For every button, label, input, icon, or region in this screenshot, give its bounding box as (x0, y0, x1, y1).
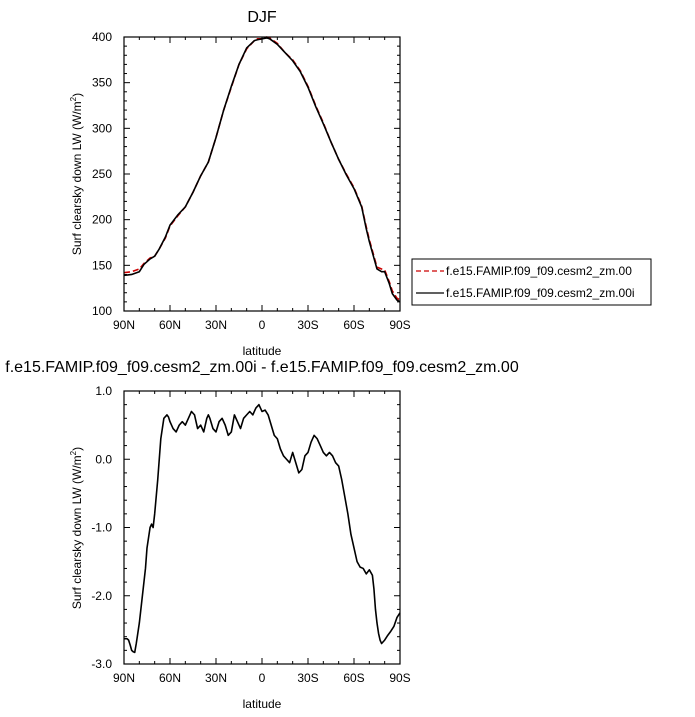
top-panel: DJF 90N 60N 30N 0 30S 60S 90S 100 150 200 250 300 35… (69, 9, 652, 358)
top-y-tick-label: 150 (92, 258, 112, 272)
top-x-tick-label: 30S (297, 318, 318, 332)
top-y-tick-label: 200 (92, 213, 112, 227)
top-x-tick-label: 60S (343, 318, 364, 332)
bottom-x-axis-label: latitude (243, 697, 282, 711)
bottom-y-tick-label: 0.0 (95, 452, 112, 466)
bottom-y-tick-label: -1.0 (91, 521, 112, 535)
bottom-y-axis-label: Surf clearsky down LW (W/m2) (69, 447, 84, 609)
bottom-x-tick-label: 0 (259, 671, 266, 685)
bottom-x-tick-label: 90S (389, 671, 410, 685)
legend-label-series-0: f.e15.FAMIP.f09_f09.cesm2_zm.00 (446, 264, 632, 278)
top-x-tick-label: 90S (389, 318, 410, 332)
top-chart-title: DJF (247, 9, 277, 26)
top-x-tick-label: 30N (205, 318, 227, 332)
top-series-line-0 (123, 36, 401, 301)
bottom-chart-title: f.e15.FAMIP.f09_f09.cesm2_zm.00i - f.e15… (5, 359, 519, 376)
top-series-line-1 (123, 37, 401, 303)
bottom-series-line-0 (124, 403, 401, 654)
legend-label-series-1: f.e15.FAMIP.f09_f09.cesm2_zm.00i (446, 286, 635, 300)
top-y-tick-label: 100 (92, 304, 112, 318)
bottom-panel: f.e15.FAMIP.f09_f09.cesm2_zm.00i - f.e15… (5, 359, 519, 711)
bottom-x-tick-label: 60S (343, 671, 364, 685)
top-x-tick-label: 90N (113, 318, 135, 332)
legend: f.e15.FAMIP.f09_f09.cesm2_zm.00 f.e15.FA… (411, 258, 652, 306)
top-y-tick-label: 300 (92, 121, 112, 135)
bottom-y-tick-label: -3.0 (91, 657, 112, 671)
bottom-plot-frame (123, 390, 401, 665)
bottom-x-tick-label: 90N (113, 671, 135, 685)
top-y-tick-label: 400 (92, 30, 112, 44)
legend-box (411, 258, 652, 306)
top-y-tick-label: 350 (92, 76, 112, 90)
top-x-tick-label: 0 (259, 318, 266, 332)
bottom-x-tick-label: 30N (205, 671, 227, 685)
bottom-y-tick-label: 1.0 (95, 384, 112, 398)
bottom-x-tick-label: 60N (159, 671, 181, 685)
top-x-tick-label: 60N (159, 318, 181, 332)
top-y-axis-label: Surf clearsky down LW (W/m2) (69, 93, 84, 255)
top-plot-frame (123, 36, 401, 312)
bottom-y-tick-label: -2.0 (91, 589, 112, 603)
bottom-x-tick-label: 30S (297, 671, 318, 685)
top-y-tick-label: 250 (92, 167, 112, 181)
top-x-axis-label: latitude (243, 344, 282, 358)
